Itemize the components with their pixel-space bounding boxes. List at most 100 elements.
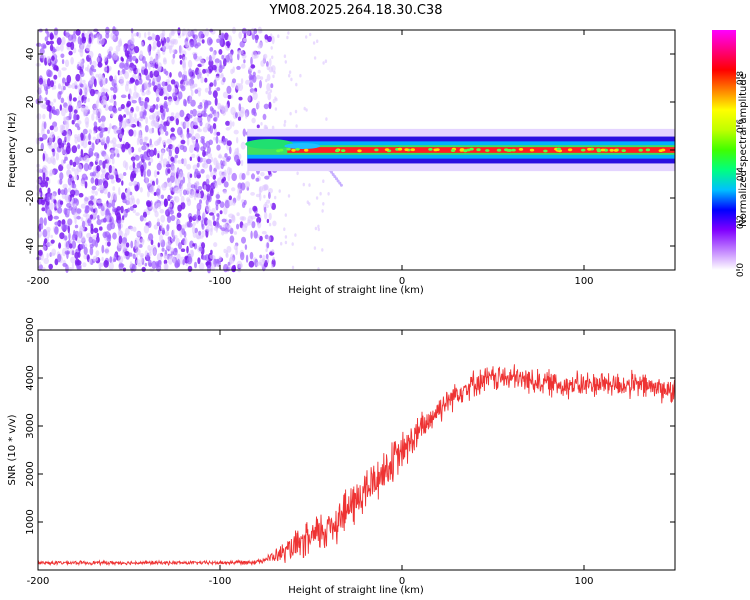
spectrogram-noise-cell xyxy=(79,243,86,250)
spectrogram-noise-cell xyxy=(116,206,121,211)
spectrogram-noise-cell xyxy=(78,192,84,198)
spectrogram-noise-cell xyxy=(259,76,264,80)
spectrogram-noise-cell xyxy=(190,127,195,136)
spectrogram-noise-cell xyxy=(256,216,262,224)
spectrogram-noise-cell xyxy=(166,224,170,232)
spectrogram-noise-cell xyxy=(206,56,209,61)
spectrogram-noise-cell xyxy=(255,177,260,182)
spectrogram-noise-cell xyxy=(191,135,195,143)
spectrogram-noise-cell xyxy=(110,112,115,117)
spectrogram-noise-cell xyxy=(112,142,117,148)
spectrogram-noise-cell xyxy=(141,84,145,93)
signal-speckle xyxy=(410,148,415,152)
spectrogram-noise-cell xyxy=(223,248,227,254)
spectrogram-noise-cell xyxy=(68,50,73,56)
spectrogram-noise-cell xyxy=(95,170,100,179)
spectrogram-noise-cell xyxy=(263,206,267,213)
spectrogram-noise-cell xyxy=(145,90,151,96)
spectrogram-noise-cell xyxy=(274,107,278,111)
spectrogram-noise-cell xyxy=(235,112,238,119)
spectrogram-noise-cell xyxy=(93,208,96,213)
spectrogram-noise-cell xyxy=(270,46,273,50)
spectrogram-noise-cell xyxy=(131,99,137,104)
x-tick-label: -100 xyxy=(209,276,232,287)
spectrogram-noise-cell xyxy=(189,156,192,161)
spectrogram-noise-cell xyxy=(76,239,82,244)
spectrogram-noise-cell xyxy=(212,214,215,221)
spectrogram-noise-cell xyxy=(236,147,240,156)
spectrogram-noise-cell xyxy=(75,29,81,36)
spectrogram-noise-cell xyxy=(200,168,205,174)
spectrogram-noise-cell xyxy=(161,81,166,87)
spectrogram-noise-cell xyxy=(82,140,88,149)
spectrogram-noise-cell xyxy=(222,77,226,83)
spectrogram-noise-cell xyxy=(119,62,125,69)
spectrogram-noise-cell xyxy=(55,46,61,52)
spectrogram-noise-cell xyxy=(266,61,269,68)
spectrogram-noise-cell xyxy=(79,48,84,58)
spectrogram-noise-cell xyxy=(299,73,302,78)
spectrogram-noise-cell xyxy=(296,171,299,176)
spectrogram-noise-cell xyxy=(126,50,130,55)
spectrogram-noise-cell xyxy=(61,59,65,65)
spectrogram-noise-cell xyxy=(80,148,84,158)
spectrogram-noise-cell xyxy=(189,240,194,249)
spectrogram-noise-cell xyxy=(143,169,146,178)
spectrogram-noise-cell xyxy=(112,147,116,151)
spectrogram-noise-cell xyxy=(259,186,263,193)
spectrogram-noise-cell xyxy=(64,32,70,38)
spectrogram-noise-cell xyxy=(108,51,112,59)
spectrogram-noise-cell xyxy=(36,256,42,261)
spectrogram-noise-cell xyxy=(182,189,187,196)
spectrogram-noise-cell xyxy=(218,64,223,73)
spectrogram-noise-cell xyxy=(88,258,92,264)
spectrogram-noise-cell xyxy=(159,208,165,214)
spectrogram-noise-cell xyxy=(236,223,240,230)
y-tick-label: -40 xyxy=(25,238,36,254)
spectrogram-noise-cell xyxy=(49,34,55,40)
spectrogram-noise-cell xyxy=(38,264,43,271)
spectrogram-noise-cell xyxy=(230,106,236,116)
spectrogram-noise-cell xyxy=(70,105,73,112)
spectrogram-noise-cell xyxy=(148,128,155,134)
signal-speckle xyxy=(567,148,573,152)
spectrogram-noise-cell xyxy=(244,244,248,250)
spectrogram-noise-cell xyxy=(197,156,201,163)
spectrogram-noise-cell xyxy=(225,120,231,126)
spectrogram-noise-cell xyxy=(171,58,175,65)
spectrogram-noise-cell xyxy=(144,136,149,141)
x-tick-label: 100 xyxy=(574,276,593,287)
spectrogram-noise-cell xyxy=(194,133,201,140)
spectrogram-noise-cell xyxy=(238,49,244,55)
spectrogram-noise-cell xyxy=(80,235,86,242)
spectrogram-noise-cell xyxy=(118,187,121,196)
spectrogram-noise-cell xyxy=(203,195,208,200)
spectrogram-noise-cell xyxy=(56,37,62,45)
spectrogram-noise-cell xyxy=(124,141,130,150)
spectrogram-noise-cell xyxy=(170,79,176,85)
signal-speckle xyxy=(543,149,548,153)
signal-speckle xyxy=(638,148,643,152)
spectrogram-noise-cell xyxy=(50,239,55,244)
spectrogram-noise-cell xyxy=(233,264,236,271)
spectrogram-noise-cell xyxy=(109,256,112,264)
spectrogram-noise-cell xyxy=(45,28,48,34)
spectrogram-noise-cell xyxy=(295,82,298,87)
spectrogram-noise-cell xyxy=(221,32,225,39)
spectrogram-noise-cell xyxy=(47,78,51,87)
spectrogram-noise-cell xyxy=(216,131,221,136)
spectrogram-noise-cell xyxy=(305,108,308,112)
spectrogram-noise-cell xyxy=(128,147,133,154)
spectrogram-noise-cell xyxy=(193,117,199,126)
spectrogram-noise-cell xyxy=(53,168,59,174)
spectrogram-noise-cell xyxy=(111,199,116,208)
spectrogram-noise-cell xyxy=(79,71,85,78)
y-tick-label: 20 xyxy=(25,96,36,109)
spectrogram-noise-cell xyxy=(186,256,193,265)
spectrogram-noise-cell xyxy=(187,172,191,179)
spectrogram-noise-cell xyxy=(242,128,246,137)
spectrogram-noise-cell xyxy=(70,57,74,65)
spectrogram-noise-cell xyxy=(247,95,251,102)
spectrogram-noise-cell xyxy=(246,170,250,176)
spectrogram-noise-cell xyxy=(40,142,44,151)
